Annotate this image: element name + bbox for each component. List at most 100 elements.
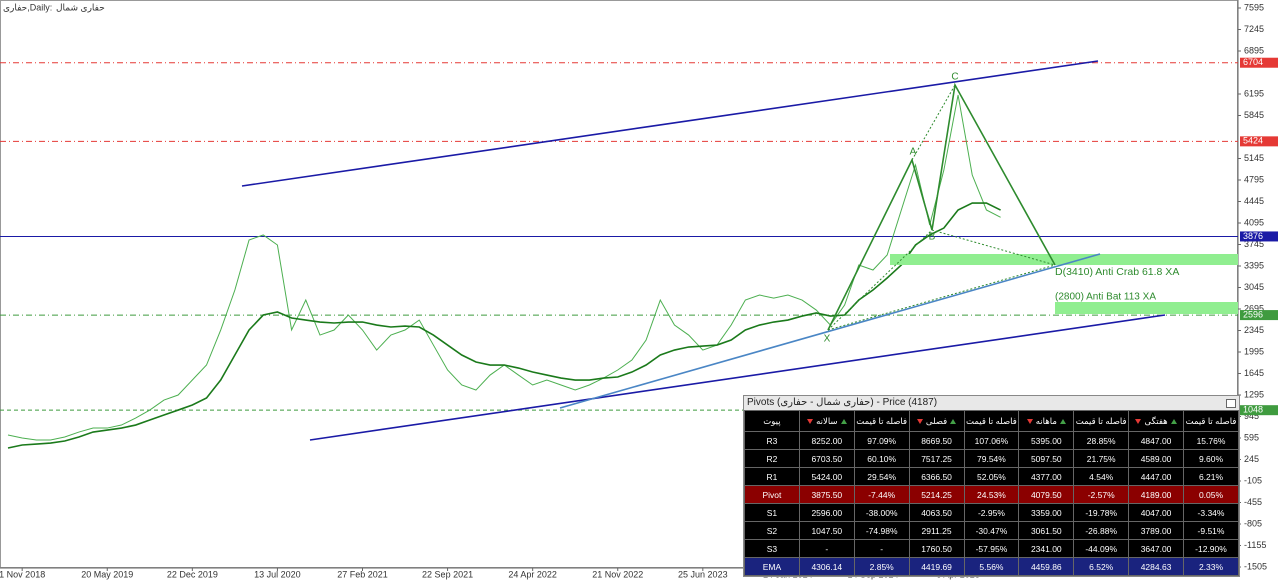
table-cell: 6703.50 — [798, 449, 855, 468]
trend-line — [309, 314, 1166, 441]
table-cell: 2596.00 — [798, 503, 855, 522]
table-cell: 4189.00 — [1128, 485, 1184, 504]
trend-line — [241, 60, 1099, 187]
table-cell: 79.54% — [963, 449, 1020, 468]
table-cell: 24.53% — [963, 485, 1020, 504]
y-tick-label: -455 — [1244, 497, 1262, 507]
y-tick-label: 7245 — [1244, 24, 1264, 34]
pattern-label: (2800) Anti Bat 113 XA — [1055, 292, 1156, 303]
table-cell: 4063.50 — [908, 503, 965, 522]
y-tick-label: 4795 — [1244, 174, 1264, 184]
symbol-name: حفاری شمال — [56, 2, 105, 12]
price-line — [7, 94, 1001, 441]
table-cell: 3875.50 — [798, 485, 855, 504]
table-cell: 4459.86 — [1018, 557, 1075, 576]
point-label: B — [929, 232, 936, 243]
table-cell: 4079.50 — [1018, 485, 1075, 504]
y-tick-label: 3395 — [1244, 260, 1264, 270]
table-row: S1 2596.00 -38.00% 4063.50 -2.95% 3359.00 -19.… — [744, 503, 1239, 522]
table-cell: 3789.00 — [1128, 521, 1184, 540]
table-row: S3- -1760.50 -57.95% 2341.00 -44.09% 3647.00-… — [744, 539, 1239, 558]
table-cell: -26.88% — [1073, 521, 1130, 540]
panel-title: Pivots (حفاری شمال - حفاری) - Price (418… — [744, 396, 1239, 410]
table-cell: فصلی — [908, 410, 965, 432]
zone — [1055, 302, 1238, 314]
table-row: R2 6703.50 60.10% 7517.25 79.54% 5097.50 21.75… — [744, 449, 1239, 468]
table-cell: 5097.50 — [1018, 449, 1075, 468]
table-cell: 6.52% — [1073, 557, 1130, 576]
y-tick-label: -105 — [1244, 475, 1262, 485]
table-cell: R3 — [744, 431, 800, 450]
y-tick-label: -805 — [1244, 518, 1262, 528]
table-cell: فاصله تا قیمت — [963, 410, 1020, 432]
y-tick-label: 6895 — [1244, 45, 1264, 55]
table-cell: 5.56% — [963, 557, 1020, 576]
table-cell: 4306.14 — [798, 557, 855, 576]
y-tick-label: 2695 — [1244, 303, 1264, 313]
table-cell: -3.34% — [1183, 503, 1239, 522]
table-cell: 1760.50 — [908, 539, 965, 558]
table-cell: 29.54% — [853, 467, 910, 486]
table-cell: -2.95% — [963, 503, 1020, 522]
table-cell: S3 — [744, 539, 800, 558]
y-tick-label: 6195 — [1244, 88, 1264, 98]
level-tag — [1240, 310, 1278, 321]
table-cell: 7517.25 — [908, 449, 965, 468]
x-tick-label: 1 Nov 2018 — [0, 569, 45, 579]
y-tick-label: 4095 — [1244, 217, 1264, 227]
table-cell: 28.85% — [1073, 431, 1130, 450]
symbol: حفاری,Daily: — [3, 2, 52, 12]
pivots-table: پیوت سالانه فاصله تا قیمت فصلی فاصله تا قیمت… — [744, 410, 1239, 576]
table-cell: -12.90% — [1183, 539, 1239, 558]
table-cell: -30.47% — [963, 521, 1020, 540]
table-cell: 5424.00 — [798, 467, 855, 486]
table-cell: 6366.50 — [908, 467, 965, 486]
level-label: 6704 — [1243, 57, 1263, 67]
point-label: C — [951, 72, 958, 83]
x-tick-label: 22 Dec 2019 — [167, 569, 218, 579]
table-cell: 2911.25 — [908, 521, 965, 540]
x-tick-label: 27 Feb 2021 — [337, 569, 388, 579]
table-cell: 4447.00 — [1128, 467, 1184, 486]
y-tick-label: 1645 — [1244, 368, 1264, 378]
table-cell: EMA — [744, 557, 800, 576]
table-cell: -44.09% — [1073, 539, 1130, 558]
y-tick-label: 595 — [1244, 432, 1259, 442]
table-cell: 9.60% — [1183, 449, 1239, 468]
point-label: X — [824, 334, 831, 345]
y-tick-label: 5145 — [1244, 153, 1264, 163]
pattern-leg — [931, 229, 1056, 266]
table-cell: - — [853, 539, 910, 558]
table-cell: 15.76% — [1183, 431, 1239, 450]
table-cell: 5395.00 — [1018, 431, 1075, 450]
pivots-panel: Pivots (حفاری شمال - حفاری) - Price (418… — [743, 395, 1240, 577]
pattern-leg — [911, 84, 956, 161]
table-cell: 52.05% — [963, 467, 1020, 486]
y-tick-label: 245 — [1244, 454, 1259, 464]
x-tick-label: 25 Jun 2023 — [678, 569, 728, 579]
table-cell: 2341.00 — [1018, 539, 1075, 558]
table-cell: 8252.00 — [798, 431, 855, 450]
table-row: EMA 4306.14 2.85% 4419.69 5.56% 4459.86 6.52% 4… — [744, 557, 1239, 576]
x-tick-label: 24 Apr 2022 — [508, 569, 557, 579]
table-cell: 4377.00 — [1018, 467, 1075, 486]
y-tick-label: -1505 — [1244, 561, 1267, 571]
table-cell: 2.33% — [1183, 557, 1239, 576]
y-tick-label: 3745 — [1244, 239, 1264, 249]
y-tick-label: 2345 — [1244, 325, 1264, 335]
table-cell: 107.06% — [963, 431, 1020, 450]
table-row: R3 8252.00 97.09% 8669.50 107.06% 5395.00 28.8… — [744, 431, 1239, 450]
y-tick-label: 3045 — [1244, 282, 1264, 292]
zone — [890, 254, 1238, 265]
table-row: Pivot 3875.50 -7.44% 5214.25 24.53% 4079.50 -2… — [744, 485, 1239, 504]
harmonic-pattern — [827, 82, 1056, 331]
pattern-label: D(3410) Anti Crab 61.8 XA — [1055, 266, 1179, 278]
level-tag — [1240, 231, 1278, 242]
table-cell: فاصله تا قیمت — [1183, 410, 1239, 432]
table-cell: 2.85% — [853, 557, 910, 576]
level-tag — [1240, 136, 1278, 147]
table-cell: 0.05% — [1183, 485, 1239, 504]
minimize-button[interactable] — [1226, 399, 1236, 408]
table-cell: -7.44% — [853, 485, 910, 504]
